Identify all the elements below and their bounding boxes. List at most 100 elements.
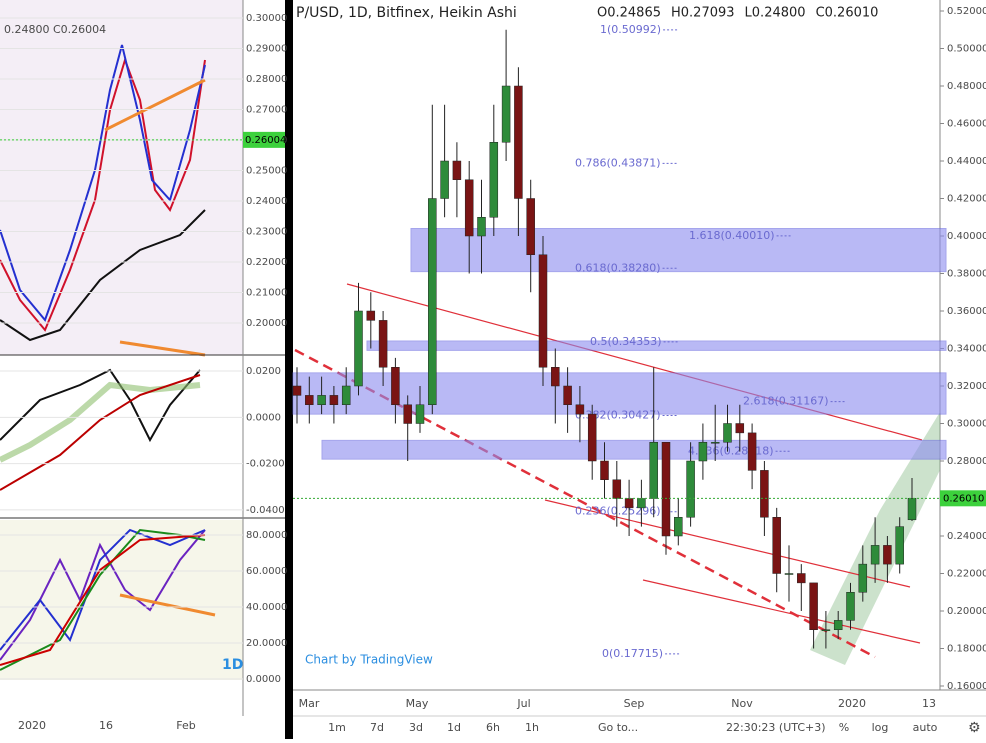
candle-body — [341, 385, 351, 405]
candle-body — [526, 198, 535, 255]
y-tick-label: 0.24000 — [246, 196, 287, 207]
candle-body — [870, 545, 880, 565]
fib-label: 2.618(0.31167) — [743, 395, 829, 408]
candle-body — [292, 385, 302, 396]
candle-body — [760, 470, 769, 518]
fib-label: 0.382(0.30427) — [575, 408, 661, 421]
last-price-label: 0.26010 — [943, 493, 984, 504]
fib-label: 1.618(0.40010) — [689, 229, 775, 242]
goto[interactable]: Go to... — [598, 721, 638, 734]
candle-body — [649, 442, 658, 499]
candle-body — [452, 160, 462, 180]
fib-label: 0.786(0.43871) — [575, 156, 661, 169]
y-tick-label: 0.24000 — [947, 531, 986, 542]
fib-label: 0.236(0.25296) — [575, 505, 661, 518]
candle-body — [735, 423, 745, 434]
range-button[interactable]: 3d — [409, 721, 423, 734]
settings-icon[interactable]: ⚙ — [968, 720, 981, 736]
ohlc-value: C0.26010 — [816, 6, 879, 21]
candle-body — [305, 395, 314, 405]
candle-body — [895, 526, 904, 565]
y-tick-label: 0.27000 — [246, 104, 287, 115]
x-tick-label: Nov — [731, 697, 753, 710]
x-tick-label: May — [406, 697, 429, 710]
candle-body — [784, 573, 794, 575]
candle-body — [317, 395, 326, 405]
candle-body — [723, 423, 732, 443]
y-tick-label: 0.34000 — [947, 344, 986, 355]
y-tick-label: 0.44000 — [947, 156, 986, 167]
y-tick-label: 0.46000 — [947, 119, 986, 130]
candle-body — [378, 320, 388, 368]
candle-body — [686, 460, 695, 518]
y-tick-label: 0.36000 — [947, 306, 986, 317]
range-button[interactable]: 1d — [447, 721, 461, 734]
zone — [321, 439, 947, 460]
candle-body — [329, 395, 339, 405]
y-tick-label: 0.16000 — [947, 681, 986, 692]
candle-body — [391, 367, 400, 405]
toolbar — [293, 716, 986, 739]
candle-body — [846, 592, 855, 621]
candle-body — [710, 442, 720, 444]
y-tick-label: 0.48000 — [947, 81, 986, 92]
candle-body — [428, 198, 437, 405]
left-price-bg — [0, 0, 243, 355]
scale-option[interactable]: auto — [913, 721, 938, 734]
candle-body — [772, 517, 781, 574]
candle-body — [600, 460, 609, 480]
fib-label: 0(0.17715) — [602, 647, 663, 660]
y-tick-label: 0.22000 — [246, 257, 287, 268]
candle-body — [538, 254, 548, 368]
y-tick-label: 20.0000 — [246, 638, 287, 649]
last-price-tag — [940, 490, 986, 507]
candle-body — [637, 498, 646, 509]
range-button[interactable]: 7d — [370, 721, 384, 734]
scale-option[interactable]: % — [839, 721, 849, 734]
x-tick-label: 2020 — [838, 697, 866, 710]
y-tick-label: 0.40000 — [947, 231, 986, 242]
candle-body — [833, 620, 843, 630]
separator — [285, 0, 293, 739]
candle-body — [551, 367, 560, 387]
candle-body — [624, 498, 634, 509]
y-tick-label: 0.22000 — [947, 569, 986, 580]
zone — [366, 340, 947, 351]
left-indicators — [0, 44, 216, 671]
y-tick-label: 0.18000 — [947, 644, 986, 655]
y-tick-label: 80.0000 — [246, 530, 287, 541]
chart-title: P/USD, 1D, Bitfinex, Heikin Ashi — [296, 5, 517, 21]
candle-body — [661, 442, 671, 537]
fib-label: 0.618(0.38280) — [575, 261, 661, 274]
x-tick-label: Sep — [624, 697, 645, 710]
y-tick-label: -0.0400 — [246, 505, 285, 516]
candle-body — [440, 160, 449, 199]
candle-body — [415, 404, 425, 424]
y-tick-label: 0.0000 — [246, 412, 281, 423]
y-tick-label: 0.28000 — [947, 456, 986, 467]
y-tick-label: 0.42000 — [947, 194, 986, 205]
zone — [410, 228, 947, 273]
y-tick-label: 40.0000 — [246, 602, 287, 613]
candle-body — [858, 563, 868, 593]
range-button[interactable]: 1h — [525, 721, 539, 734]
candle-body — [501, 85, 511, 143]
range-button[interactable]: 1m — [328, 721, 346, 734]
candle-body — [821, 629, 831, 631]
y-tick-label: 0.0000 — [246, 674, 281, 685]
ohlc-value: L0.24800 — [745, 6, 806, 21]
ohlc-value: O0.24865 — [597, 6, 661, 21]
x-tick-label: 13 — [922, 697, 936, 710]
candle-body — [674, 517, 683, 537]
y-tick-label: 0.23000 — [246, 226, 287, 237]
candle-body — [514, 85, 523, 199]
x-tick-label: Feb — [176, 719, 195, 732]
candle-body — [809, 582, 818, 630]
range-button[interactable]: 6h — [486, 721, 500, 734]
scale-option[interactable]: log — [872, 721, 889, 734]
y-tick-label: 0.30000 — [246, 13, 287, 24]
y-tick-label: 0.28000 — [246, 74, 287, 85]
candle-body — [403, 404, 412, 424]
y-tick-label: 0.0200 — [246, 366, 281, 377]
interval-label: 1D — [222, 657, 243, 673]
